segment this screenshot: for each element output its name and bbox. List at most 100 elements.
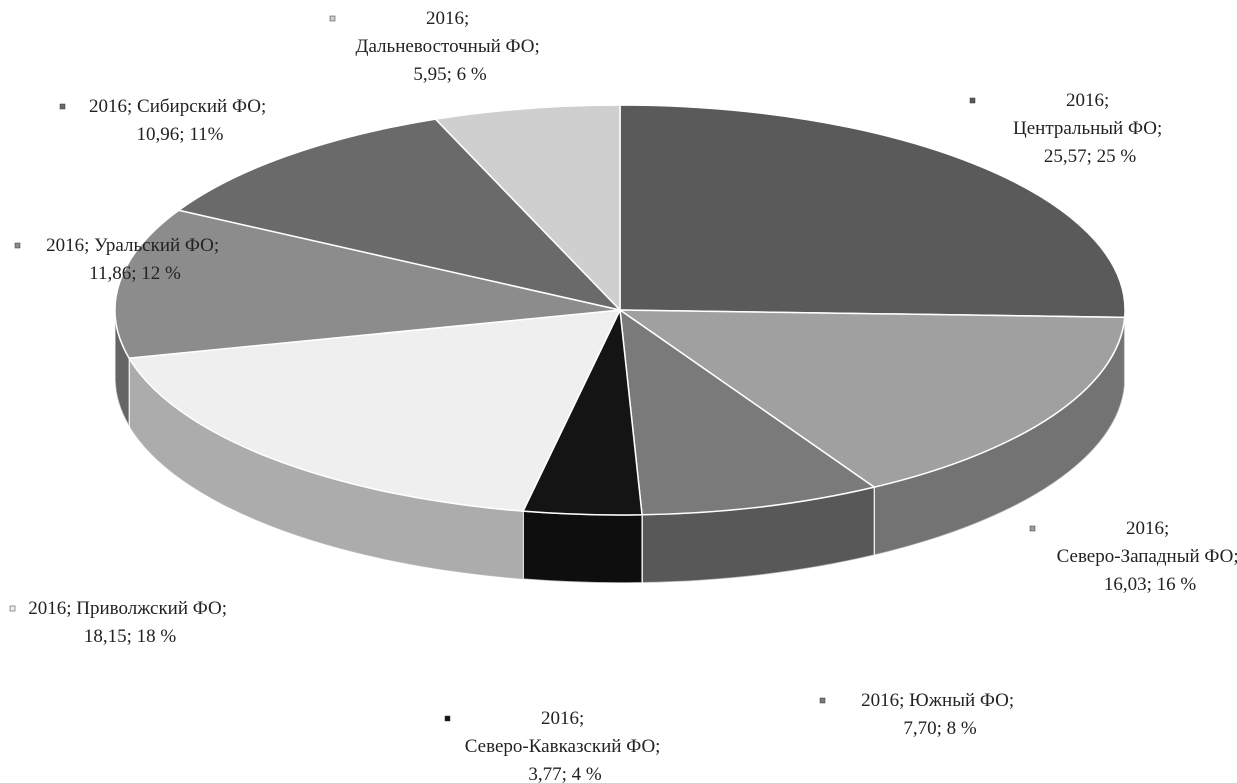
label-line: Дальневосточный ФО; (355, 36, 544, 57)
label-separator: ; (84, 235, 94, 256)
legend-key (444, 715, 451, 722)
data-label: 2016; Северо-Кавказский ФО; 3,77; 4 % (465, 708, 665, 783)
pie-slice (114, 209, 621, 359)
label-part: Южный ФО (909, 690, 1009, 711)
label-separator: ; (1104, 90, 1114, 111)
label-separator: ; (179, 124, 189, 145)
data-label: 2016; Сибирский ФО; 10,96; 11% (89, 96, 271, 145)
label-separator: ; (1087, 146, 1097, 167)
label-line: 2016; (426, 8, 474, 29)
label-separator: ; (214, 235, 224, 256)
side-shade (129, 358, 524, 580)
data-label: 2016; Приволжский ФО; 18,15; 18 % (28, 598, 232, 647)
label-separator: ; (1147, 574, 1157, 595)
label-line: 7,70; 8 % (903, 718, 977, 739)
label-line: Центральный ФО; (1013, 118, 1167, 139)
label-line: 25,57; 25 % (1044, 146, 1137, 167)
label-separator: ; (66, 598, 76, 619)
label-line: 2016; Уральский ФО; (46, 235, 224, 256)
label-line: 2016; Сибирский ФО; (89, 96, 271, 117)
label-part: Уральский ФО (94, 235, 214, 256)
label-line: 16,03; 16 % (1104, 574, 1197, 595)
pie-slice (434, 104, 621, 312)
label-part: 18,15 (84, 626, 127, 647)
label-separator: ; (127, 96, 137, 117)
label-part: 2016 (46, 235, 84, 256)
label-part: 25 % (1097, 146, 1137, 167)
label-line: 2016; (541, 708, 589, 729)
label-separator: ; (131, 263, 141, 284)
legend-key (59, 103, 66, 110)
legend-key (329, 15, 336, 22)
label-line: 2016; Приволжский ФО; (28, 598, 232, 619)
label-part: 16,03 (1104, 574, 1147, 595)
data-label: 2016; Уральский ФО; 11,86; 12 % (46, 235, 224, 284)
side-shade (523, 511, 643, 583)
label-part: Сибирский ФО (137, 96, 261, 117)
data-label: 2016; Южный ФО; 7,70; 8 % (861, 690, 1019, 739)
label-part: Северо-Западный ФО (1057, 546, 1234, 567)
label-part: 10,96 (137, 124, 180, 145)
label-part: 7,70 (903, 718, 936, 739)
label-separator: ; (1233, 546, 1237, 567)
label-separator: ; (655, 736, 665, 757)
side-shade (115, 310, 130, 427)
label-separator: ; (1164, 518, 1174, 539)
pie-slice (619, 104, 1126, 319)
label-part: 16 % (1157, 574, 1197, 595)
label-part: 8 % (947, 718, 977, 739)
label-separator: ; (222, 598, 232, 619)
pie-slice (617, 309, 1126, 488)
label-line: 2016; Южный ФО; (861, 690, 1019, 711)
label-separator: ; (534, 36, 544, 57)
label-line: Северо-Кавказский ФО; (465, 736, 665, 757)
data-label: 2016; Дальневосточный ФО; 5,95; 6 % (355, 8, 544, 85)
legend-key (969, 97, 976, 104)
label-part: 2016 (28, 598, 66, 619)
label-part: Дальневосточный ФО (355, 36, 534, 57)
label-separator: ; (261, 96, 271, 117)
pie-slice (127, 309, 622, 512)
label-line: Северо-Западный ФО; (1057, 546, 1237, 567)
data-label: 2016; Северо-Западный ФО; 16,03; 16 % (1057, 518, 1237, 595)
label-separator: ; (447, 64, 457, 85)
pie-slice (177, 118, 623, 312)
label-part: 2016 (89, 96, 127, 117)
label-separator: ; (1009, 690, 1019, 711)
label-part: 2016 (1126, 518, 1164, 539)
label-part: 2016 (541, 708, 579, 729)
legend-key (14, 242, 21, 249)
legend-key (9, 605, 16, 612)
label-part: 3,77 (528, 764, 561, 783)
label-line: 2016; (1066, 90, 1114, 111)
label-line: 2016; (1126, 518, 1174, 539)
label-line: 11,86; 12 % (89, 263, 181, 284)
legend-key (819, 697, 826, 704)
label-line: 5,95; 6 % (413, 64, 487, 85)
label-line: 10,96; 11% (137, 124, 224, 145)
label-separator: ; (464, 8, 474, 29)
label-part: 11,86 (89, 263, 131, 284)
legend-key (1029, 525, 1036, 532)
label-part: Центральный ФО (1013, 118, 1157, 139)
label-part: Приволжский ФО (76, 598, 221, 619)
label-part: 6 % (457, 64, 487, 85)
label-separator: ; (1157, 118, 1167, 139)
label-part: Северо-Кавказский ФО (465, 736, 655, 757)
label-part: 5,95 (413, 64, 446, 85)
label-part: 2016 (1066, 90, 1104, 111)
label-separator: ; (562, 764, 572, 783)
side-shade (874, 317, 1125, 556)
label-part: 18 % (137, 626, 177, 647)
label-line: 18,15; 18 % (84, 626, 177, 647)
label-separator: ; (127, 626, 137, 647)
label-separator: ; (937, 718, 947, 739)
label-part: 2016 (426, 8, 464, 29)
label-separator: ; (899, 690, 909, 711)
label-part: 12 % (141, 263, 181, 284)
data-label: 2016; Центральный ФО; 25,57; 25 % (1013, 90, 1167, 167)
label-line: 3,77; 4 % (528, 764, 602, 783)
label-part: 11% (189, 124, 223, 145)
label-part: 4 % (572, 764, 602, 783)
